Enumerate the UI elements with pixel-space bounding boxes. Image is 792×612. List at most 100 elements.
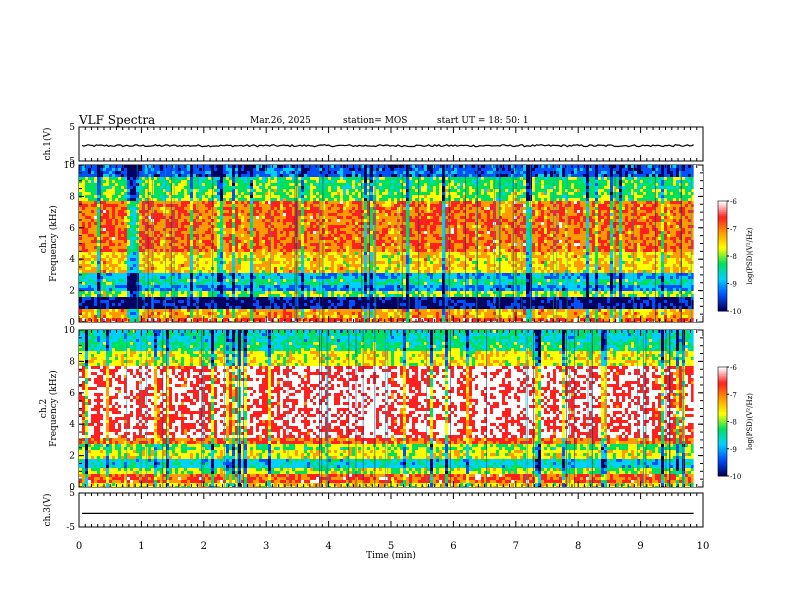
psd-cell — [307, 291, 311, 295]
psd-cell — [238, 252, 242, 256]
psd-cell — [100, 174, 104, 178]
psd-cell — [166, 294, 170, 298]
psd-cell — [199, 228, 203, 232]
psd-cell — [118, 219, 122, 223]
psd-cell — [253, 315, 257, 319]
psd-cell — [97, 252, 101, 256]
psd-cell — [358, 201, 362, 205]
psd-cell — [355, 243, 359, 247]
psd-cell — [214, 276, 218, 280]
psd-cell — [109, 225, 113, 229]
psd-cell — [355, 270, 359, 274]
psd-cell — [79, 276, 83, 280]
psd-cell — [124, 168, 128, 172]
psd-cell — [148, 165, 152, 169]
psd-cell — [127, 180, 131, 184]
psd-cell — [178, 234, 182, 238]
psd-cell — [187, 183, 191, 187]
psd-cell — [157, 234, 161, 238]
psd-cell — [346, 270, 350, 274]
psd-cell — [121, 309, 125, 313]
psd-cell — [97, 192, 101, 196]
psd-cell — [223, 222, 227, 226]
psd-cell — [106, 183, 110, 187]
psd-cell — [130, 279, 134, 283]
psd-cell — [349, 300, 353, 304]
psd-cell — [259, 192, 263, 196]
psd-cell — [310, 279, 314, 283]
psd-cell — [88, 312, 92, 316]
psd-cell — [238, 219, 242, 223]
psd-cell — [220, 168, 224, 172]
psd-cell — [274, 192, 278, 196]
psd-cell — [310, 318, 314, 322]
psd-cell — [106, 195, 110, 199]
psd-cell — [133, 264, 137, 268]
psd-cell — [106, 273, 110, 277]
psd-cell — [97, 279, 101, 283]
psd-cell — [190, 273, 194, 277]
psd-cell — [172, 297, 176, 301]
psd-cell — [169, 201, 173, 205]
psd-cell — [175, 189, 179, 193]
psd-cell — [190, 186, 194, 190]
psd-cell — [283, 282, 287, 286]
psd-cell — [217, 183, 221, 187]
psd-cell — [313, 189, 317, 193]
psd-cell — [193, 315, 197, 319]
psd-cell — [343, 174, 347, 178]
psd-cell — [112, 177, 116, 181]
psd-cell — [316, 189, 320, 193]
psd-cell — [181, 174, 185, 178]
psd-cell — [133, 261, 137, 265]
psd-cell — [319, 177, 323, 181]
psd-cell — [166, 240, 170, 244]
psd-cell — [286, 255, 290, 259]
psd-cell — [301, 186, 305, 190]
psd-cell — [205, 303, 209, 307]
psd-cell — [82, 207, 86, 211]
psd-cell — [79, 270, 83, 274]
psd-cell — [220, 204, 224, 208]
psd-cell — [232, 294, 236, 298]
psd-cell — [280, 222, 284, 226]
psd-cell — [250, 300, 254, 304]
psd-cell — [85, 231, 89, 235]
psd-cell — [130, 165, 134, 169]
psd-cell — [268, 252, 272, 256]
psd-cell — [181, 228, 185, 232]
psd-cell — [103, 294, 107, 298]
psd-cell — [340, 225, 344, 229]
psd-cell — [346, 171, 350, 175]
psd-cell — [79, 168, 83, 172]
psd-cell — [160, 255, 164, 259]
psd-cell — [169, 171, 173, 175]
psd-cell — [325, 255, 329, 259]
psd-cell — [352, 297, 356, 301]
psd-cell — [343, 321, 347, 322]
psd-cell — [283, 249, 287, 253]
psd-cell — [316, 174, 320, 178]
psd-cell — [121, 186, 125, 190]
psd-cell — [328, 213, 332, 217]
psd-cell — [79, 186, 83, 190]
psd-cell — [346, 186, 350, 190]
psd-cell — [304, 261, 308, 265]
psd-cell — [304, 234, 308, 238]
psd-cell — [148, 225, 152, 229]
psd-cell — [334, 264, 338, 268]
psd-cell — [139, 270, 143, 274]
psd-cell — [328, 222, 332, 226]
psd-cell — [298, 213, 302, 217]
psd-cell — [142, 276, 146, 280]
psd-cell — [121, 267, 125, 271]
psd-cell — [85, 183, 89, 187]
psd-cell — [304, 303, 308, 307]
psd-cell — [172, 300, 176, 304]
psd-cell — [172, 168, 176, 172]
psd-cell — [286, 303, 290, 307]
psd-cell — [175, 294, 179, 298]
psd-cell — [355, 294, 359, 298]
psd-cell — [82, 222, 86, 226]
psd-cell — [115, 282, 119, 286]
